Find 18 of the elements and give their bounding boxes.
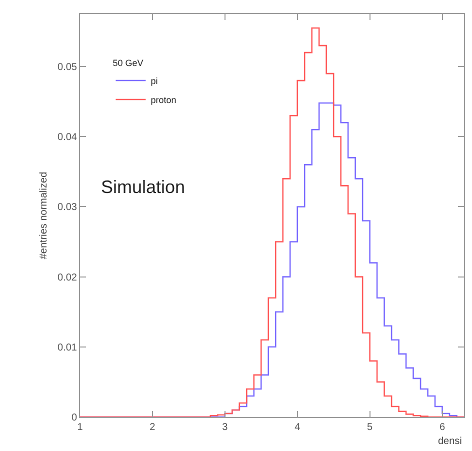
legend-title: 50 GeV <box>112 58 144 68</box>
y-tick-label: 0.01 <box>58 342 78 354</box>
y-tick-label: 0.02 <box>58 272 78 284</box>
y-tick-label: 0 <box>71 412 78 424</box>
y-tick-label: 0.05 <box>58 62 78 74</box>
y-tick-label: 0.04 <box>58 132 78 144</box>
x-tick-label: 1 <box>77 422 84 433</box>
x-axis-title: densi <box>438 436 462 447</box>
y-axis-title: #entries normalized <box>38 172 50 260</box>
y-tick-label: 0.03 <box>58 202 78 214</box>
x-tick-label: 3 <box>222 422 228 433</box>
x-tick-label: 2 <box>150 422 156 433</box>
x-tick-label: 4 <box>294 422 301 433</box>
legend-label: pi <box>150 76 158 86</box>
legend-label: proton <box>150 95 176 106</box>
x-tick-label: 5 <box>367 422 374 433</box>
x-tick-label: 6 <box>439 422 446 433</box>
annotation: Simulation <box>101 177 186 197</box>
